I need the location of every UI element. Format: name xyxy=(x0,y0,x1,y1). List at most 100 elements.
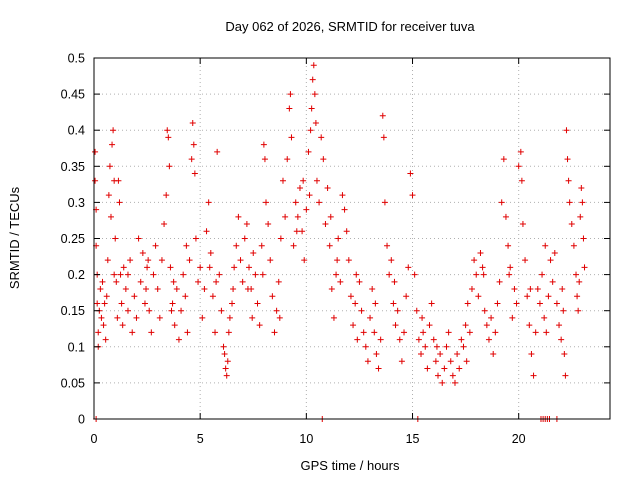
data-point xyxy=(180,271,187,278)
data-point xyxy=(261,156,268,163)
data-point xyxy=(171,322,178,329)
data-point xyxy=(369,286,376,293)
data-point xyxy=(481,307,488,314)
data-point xyxy=(543,329,550,336)
data-point xyxy=(432,358,439,365)
data-point xyxy=(148,329,155,336)
data-point xyxy=(337,278,344,285)
y-tick-label: 0.05 xyxy=(61,376,85,390)
data-point xyxy=(306,192,313,199)
data-point xyxy=(443,343,450,350)
data-point xyxy=(309,76,316,83)
data-point xyxy=(146,307,153,314)
data-point xyxy=(562,372,569,379)
data-point xyxy=(190,141,197,148)
data-point xyxy=(243,221,250,228)
data-point xyxy=(345,257,352,264)
data-point xyxy=(186,257,193,264)
data-point xyxy=(419,314,426,321)
data-point xyxy=(165,134,172,141)
data-point xyxy=(322,221,329,228)
data-point xyxy=(250,249,257,256)
data-point xyxy=(430,336,437,343)
data-point xyxy=(308,105,315,112)
data-point xyxy=(226,314,233,321)
data-point xyxy=(413,307,420,314)
data-point xyxy=(320,156,327,163)
data-point xyxy=(296,184,303,191)
data-point xyxy=(328,286,335,293)
data-point xyxy=(466,329,473,336)
data-point xyxy=(534,286,541,293)
data-point xyxy=(122,286,129,293)
y-tick-label: 0.45 xyxy=(61,88,85,102)
data-point xyxy=(199,314,206,321)
data-point xyxy=(127,257,134,264)
y-tick-labels: 0 0.05 0.1 0.15 0.2 0.25 0.3 0.35 0.4 0.45 0.5 xyxy=(61,52,85,427)
data-point xyxy=(418,351,425,358)
data-point xyxy=(143,286,150,293)
data-point xyxy=(394,307,401,314)
data-point xyxy=(112,235,119,242)
data-point xyxy=(158,257,165,264)
data-point xyxy=(435,372,441,379)
data-point xyxy=(420,329,427,336)
data-point xyxy=(574,293,581,300)
data-point xyxy=(505,242,512,249)
data-point xyxy=(97,286,104,293)
x-tick-label: 15 xyxy=(406,432,420,446)
data-point xyxy=(439,379,446,386)
y-tick-label: 0.5 xyxy=(68,52,85,66)
plot-frame xyxy=(93,57,611,420)
data-point xyxy=(479,264,486,271)
data-point xyxy=(380,134,387,141)
data-point xyxy=(347,293,354,300)
data-point xyxy=(169,300,176,307)
data-point xyxy=(101,300,108,307)
data-point xyxy=(95,329,102,336)
data-point xyxy=(547,257,554,264)
data-point xyxy=(507,264,514,271)
data-point xyxy=(207,249,214,256)
data-point xyxy=(575,307,582,314)
data-point xyxy=(511,286,518,293)
data-point xyxy=(173,286,180,293)
data-point xyxy=(327,213,334,220)
x-tick-label: 20 xyxy=(512,432,526,446)
data-point xyxy=(415,336,422,343)
data-point xyxy=(313,177,320,184)
data-point xyxy=(551,249,558,256)
data-point xyxy=(184,329,191,336)
data-point xyxy=(527,286,534,293)
data-point xyxy=(407,170,414,177)
data-point xyxy=(398,358,405,365)
data-point xyxy=(519,221,526,228)
data-point xyxy=(401,329,408,336)
data-point xyxy=(254,300,261,307)
data-point xyxy=(536,300,543,307)
data-point xyxy=(230,286,237,293)
data-point xyxy=(579,199,586,206)
data-point xyxy=(260,141,267,148)
data-point xyxy=(213,278,220,285)
data-point xyxy=(223,372,230,379)
data-point xyxy=(371,329,378,336)
data-point xyxy=(561,351,568,358)
data-point xyxy=(553,300,560,307)
data-point xyxy=(375,365,382,372)
data-point xyxy=(354,336,361,343)
data-point xyxy=(411,271,418,278)
data-point xyxy=(102,336,109,343)
data-point xyxy=(492,329,499,336)
data-point xyxy=(167,264,174,271)
data-point xyxy=(109,141,116,148)
data-point xyxy=(178,307,185,314)
data-point xyxy=(99,278,106,285)
data-point xyxy=(117,271,124,278)
data-point xyxy=(205,199,212,206)
data-point xyxy=(141,300,148,307)
data-point xyxy=(335,235,342,242)
data-point xyxy=(249,314,256,321)
data-point xyxy=(287,91,294,98)
data-point xyxy=(464,300,471,307)
